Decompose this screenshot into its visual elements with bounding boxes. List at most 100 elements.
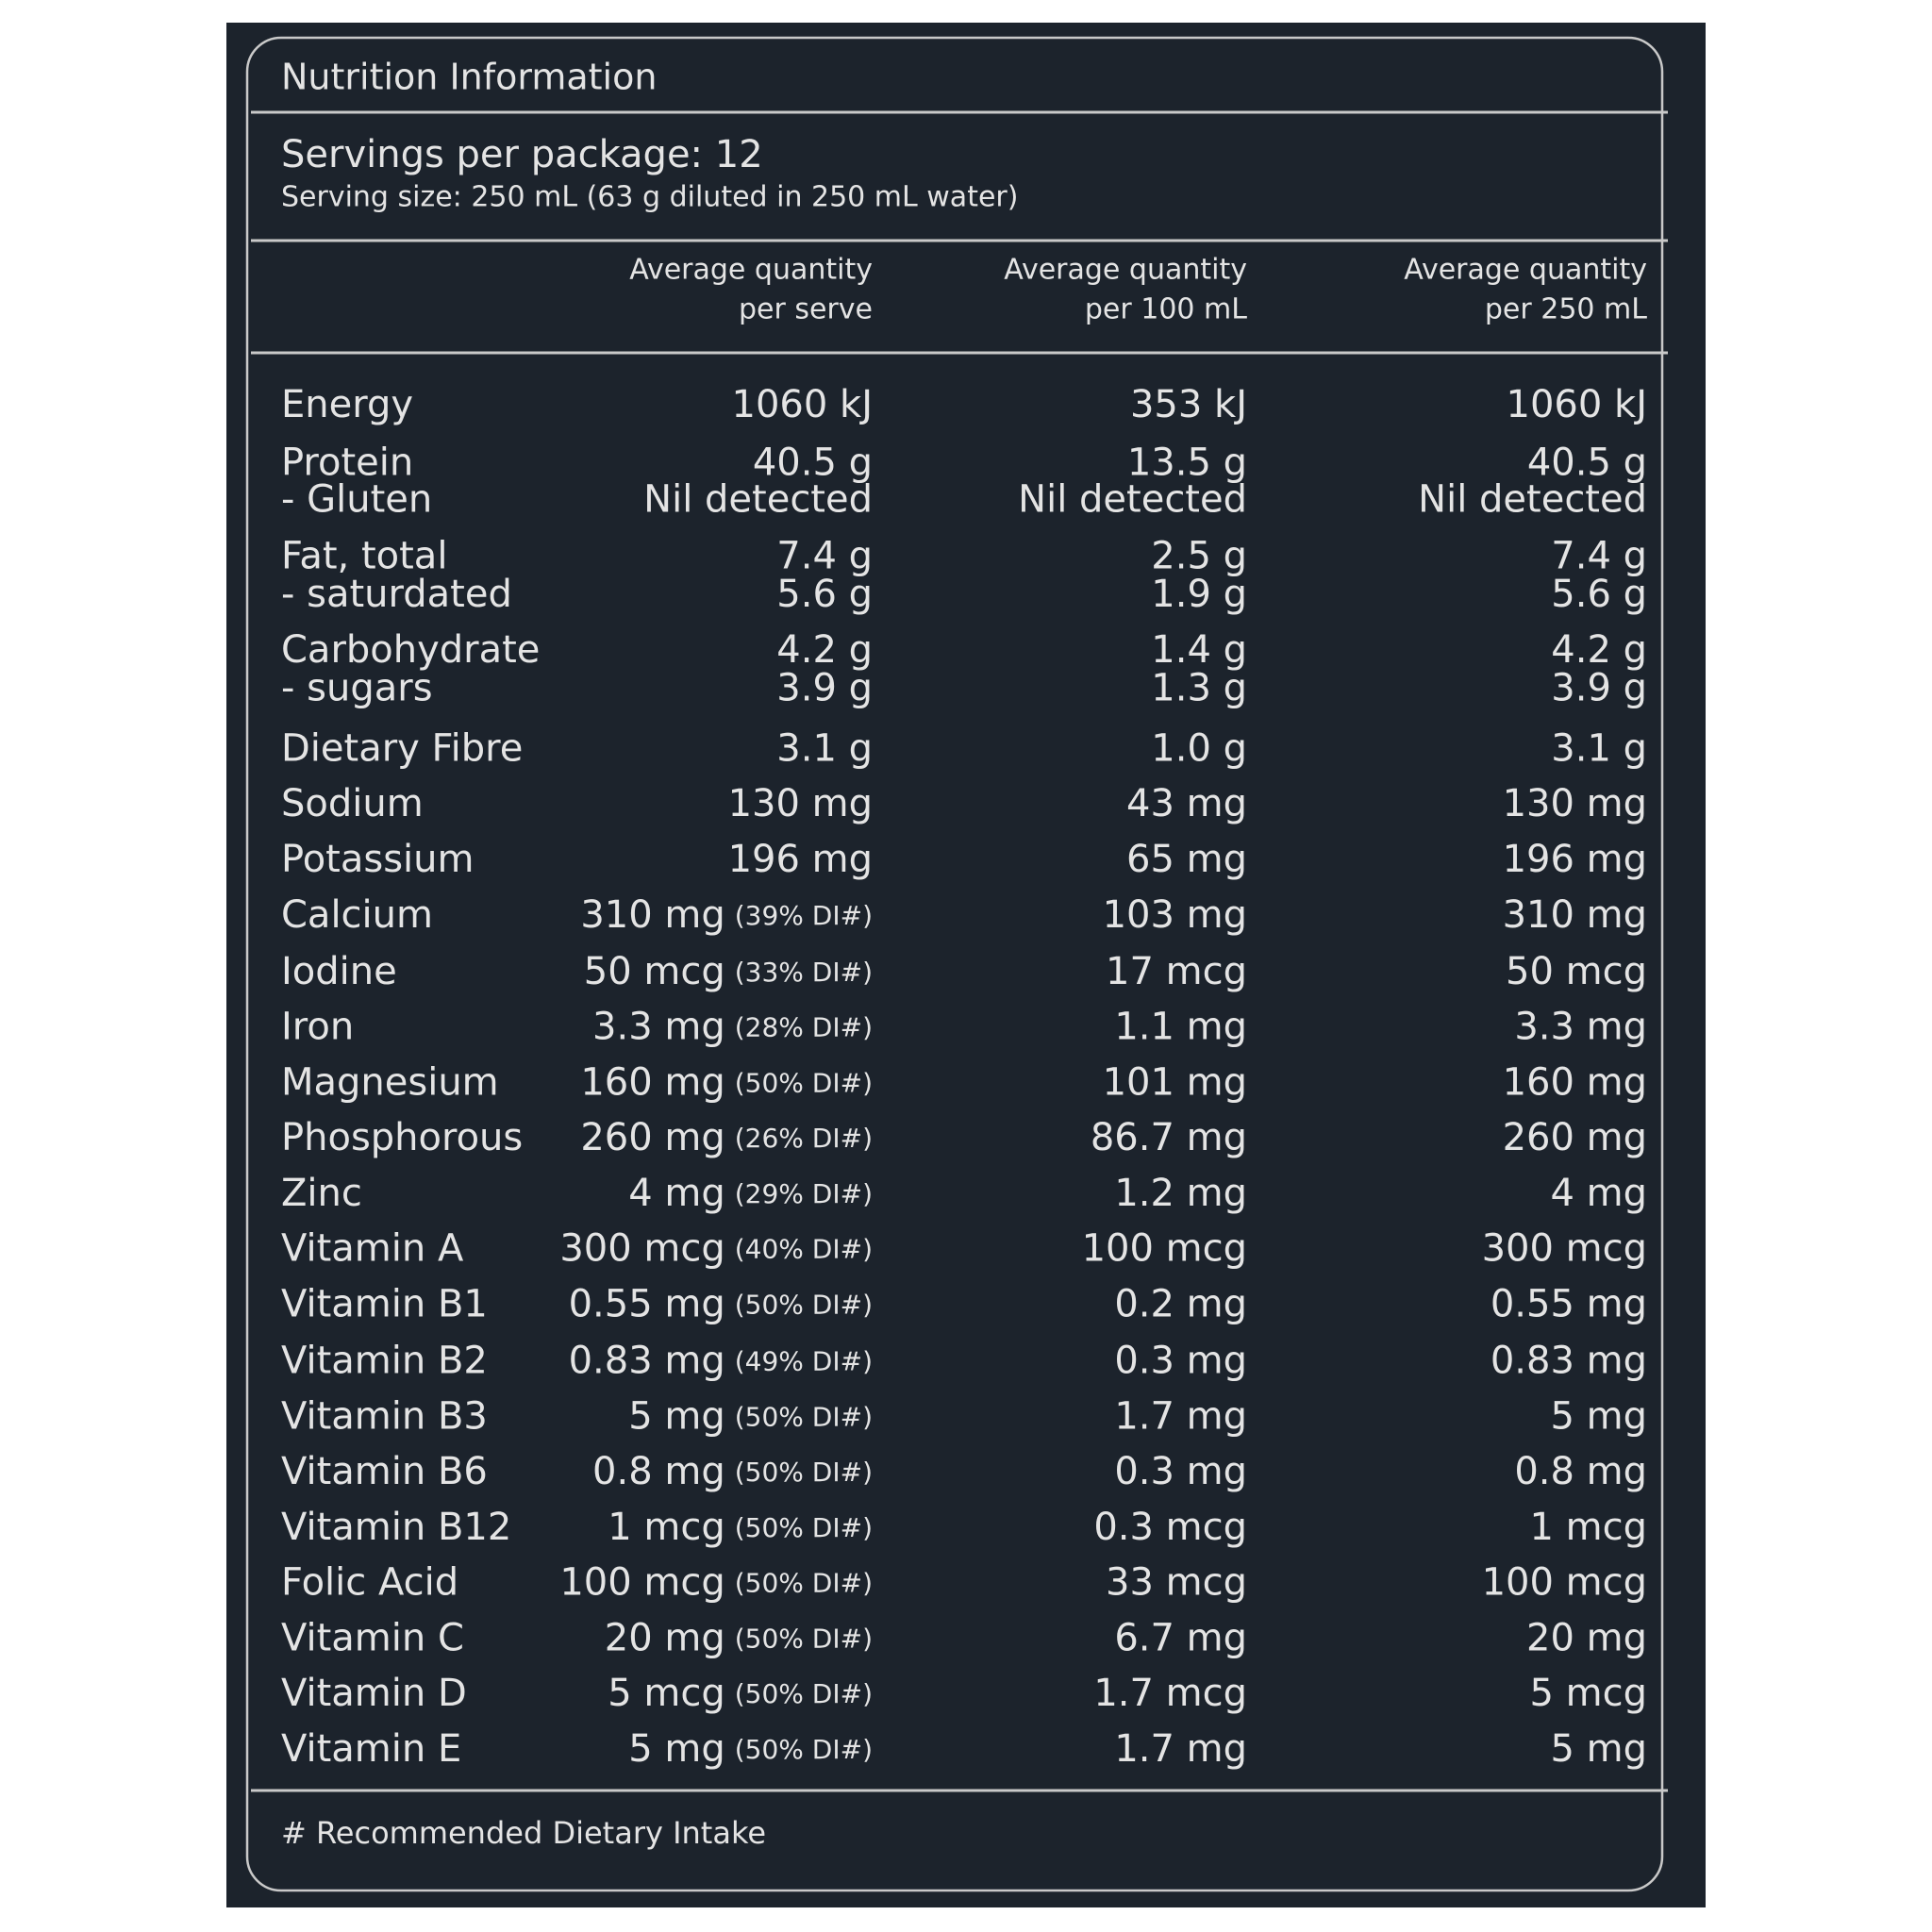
daily-intake: (49% DI#) — [735, 1346, 873, 1377]
daily-intake: (28% DI#) — [735, 1012, 873, 1043]
nutrient-name: Vitamin B1 — [281, 1282, 488, 1325]
per-serve: 5 mg — [628, 1394, 725, 1438]
per-100ml: 1.9 g — [1151, 573, 1247, 616]
column-header: per serve — [739, 293, 873, 326]
per-250ml: 5.6 g — [1551, 573, 1647, 616]
column-header: Average quantity — [629, 254, 873, 287]
per-serve: 160 mg — [580, 1060, 724, 1104]
nutrient-name: Vitamin B12 — [281, 1506, 511, 1549]
daily-intake: (39% DI#) — [735, 900, 873, 931]
panel-background — [226, 23, 1706, 1907]
per-100ml: 86.7 mg — [1091, 1116, 1247, 1159]
nutrient-name: Potassium — [281, 838, 474, 881]
nutrient-name: Calcium — [281, 893, 433, 937]
per-100ml: 33 mcg — [1106, 1561, 1247, 1605]
per-250ml: 7.4 g — [1551, 535, 1647, 578]
nutrient-name: Fat, total — [281, 535, 447, 578]
per-250ml: 0.55 mg — [1491, 1282, 1647, 1325]
per-100ml: 6.7 mg — [1114, 1616, 1247, 1659]
nutrient-name: Sodium — [281, 782, 424, 825]
per-serve: 4.2 g — [776, 628, 873, 672]
per-serve-cell: 260 mg (26% DI#) — [580, 1116, 873, 1159]
per-serve-cell: 1 mcg (50% DI#) — [608, 1506, 873, 1549]
per-250ml: 1060 kJ — [1507, 383, 1647, 426]
per-serve: 5 mcg — [608, 1672, 725, 1715]
nutrient-name: Vitamin A — [281, 1227, 464, 1271]
nutrient-name: Vitamin B2 — [281, 1340, 488, 1383]
per-250ml: 3.1 g — [1551, 726, 1647, 770]
nutrient-name: - sugars — [281, 666, 433, 709]
per-serve: 5 mg — [628, 1727, 725, 1771]
per-serve: 20 mg — [605, 1616, 725, 1659]
per-100ml: 1.2 mg — [1114, 1172, 1247, 1215]
per-serve: 50 mcg — [584, 950, 725, 993]
per-serve-cell: 300 mcg (40% DI#) — [559, 1227, 873, 1271]
nutrient-name: Iodine — [281, 950, 397, 993]
per-100ml: 2.5 g — [1151, 535, 1247, 578]
per-serve-cell: 5 mg (50% DI#) — [628, 1727, 873, 1771]
per-250ml: 40.5 g — [1527, 441, 1647, 484]
daily-intake: (50% DI#) — [735, 1067, 873, 1098]
nutrient-name: Iron — [281, 1006, 354, 1049]
column-header: Average quantity — [1004, 254, 1247, 287]
nutrient-name: Vitamin D — [281, 1672, 467, 1715]
nutrient-name: Vitamin B3 — [281, 1394, 488, 1438]
per-serve: 260 mg — [580, 1116, 724, 1159]
per-serve: 7.4 g — [776, 535, 873, 578]
per-serve: 0.55 mg — [569, 1282, 725, 1325]
per-250ml: 300 mcg — [1482, 1227, 1647, 1271]
nutrient-name: Zinc — [281, 1172, 362, 1215]
per-250ml: 160 mg — [1503, 1060, 1647, 1104]
per-100ml: 17 mcg — [1106, 950, 1247, 993]
per-250ml: 3.3 mg — [1514, 1006, 1647, 1049]
per-100ml: 103 mg — [1103, 893, 1247, 937]
per-250ml: 1 mcg — [1529, 1506, 1647, 1549]
daily-intake: (50% DI#) — [735, 1734, 873, 1765]
per-serve-cell: 0.55 mg (50% DI#) — [569, 1282, 873, 1325]
per-serve: 130 mg — [728, 782, 873, 825]
per-serve: 1 mcg — [608, 1506, 725, 1549]
nutrient-name: - saturdated — [281, 573, 512, 616]
nutrient-name: Carbohydrate — [281, 628, 540, 672]
serving-size: Serving size: 250 mL (63 g diluted in 25… — [281, 181, 1018, 214]
nutrient-name: Dietary Fibre — [281, 726, 523, 770]
per-serve: 3.9 g — [776, 666, 873, 709]
per-250ml: 260 mg — [1503, 1116, 1647, 1159]
per-100ml: 353 kJ — [1130, 383, 1247, 426]
nutrient-name: Energy — [281, 383, 413, 426]
column-header: per 250 mL — [1485, 293, 1647, 326]
nutrient-name: Phosphorous — [281, 1116, 523, 1159]
per-100ml: 13.5 g — [1127, 441, 1247, 484]
per-250ml: 0.8 mg — [1514, 1450, 1647, 1493]
per-serve-cell: 5 mcg (50% DI#) — [608, 1672, 873, 1715]
per-250ml: 20 mg — [1526, 1616, 1647, 1659]
per-serve-cell: 3.3 mg (28% DI#) — [592, 1006, 873, 1049]
per-100ml: 65 mg — [1126, 838, 1247, 881]
per-serve-cell: 4 mg (29% DI#) — [628, 1172, 873, 1215]
per-serve: 3.3 mg — [592, 1006, 725, 1049]
daily-intake: (29% DI#) — [735, 1178, 873, 1209]
per-serve-cell: 0.8 mg (50% DI#) — [592, 1450, 873, 1493]
per-serve: 300 mcg — [559, 1227, 724, 1271]
per-serve: 3.1 g — [776, 726, 873, 770]
servings: Servings per package: 12 — [281, 133, 763, 176]
daily-intake: (50% DI#) — [735, 1512, 873, 1543]
per-250ml: 310 mg — [1503, 893, 1647, 937]
per-250ml: 5 mg — [1550, 1727, 1647, 1771]
per-100ml: 1.0 g — [1151, 726, 1247, 770]
per-100ml: 100 mcg — [1082, 1227, 1247, 1271]
per-100ml: 1.7 mg — [1114, 1727, 1247, 1771]
daily-intake: (50% DI#) — [735, 1568, 873, 1599]
per-serve-cell: 100 mcg (50% DI#) — [559, 1561, 873, 1605]
daily-intake: (50% DI#) — [735, 1289, 873, 1320]
per-250ml: 0.83 mg — [1491, 1340, 1647, 1383]
per-serve-cell: 0.83 mg (49% DI#) — [569, 1340, 873, 1383]
column-header: Average quantity — [1404, 254, 1647, 287]
per-250ml: Nil detected — [1418, 478, 1647, 522]
daily-intake: (50% DI#) — [735, 1678, 873, 1709]
nutrient-name: Vitamin B6 — [281, 1450, 488, 1493]
per-100ml: Nil detected — [1018, 478, 1247, 522]
per-250ml: 50 mcg — [1506, 950, 1647, 993]
